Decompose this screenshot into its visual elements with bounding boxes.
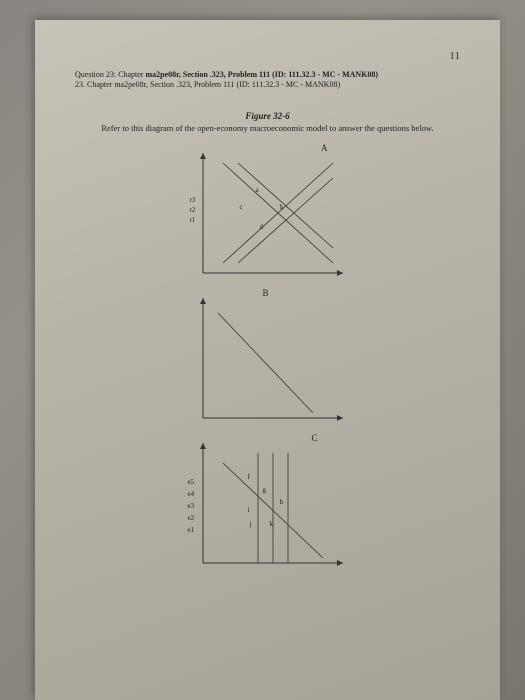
panel-a-label: A (321, 143, 328, 153)
panel-c-e5: e5 (188, 478, 195, 486)
panel-a-svg (188, 148, 348, 278)
figure-caption: Refer to this diagram of the open-econom… (75, 123, 460, 133)
panel-c-pt-f: f (248, 473, 250, 481)
page-number: 11 (75, 50, 460, 62)
panel-c-e3: e3 (188, 502, 195, 510)
header-line1-bold: ma2pe08r, Section .323, Problem 111 (ID:… (145, 70, 378, 79)
panel-c-e4: e4 (188, 490, 195, 498)
panel-c-label: C (311, 433, 317, 443)
panel-c-pt-h: h (280, 498, 284, 506)
panel-a-pt-b: b (280, 203, 284, 211)
figure-title: Figure 32-6 (75, 111, 460, 121)
panel-a-r2: r2 (190, 206, 196, 214)
panel-b-label: B (263, 288, 269, 298)
panel-a-pt-a: a (256, 186, 259, 194)
panel-c-e1: e1 (188, 526, 195, 534)
panel-c-e2: e2 (188, 514, 195, 522)
charts-container: A r3 r2 r1 a b c d (75, 148, 460, 568)
panel-c-pt-j: j (250, 520, 252, 528)
panel-a-pt-c: c (240, 203, 243, 211)
page: 11 Question 23: Chapter ma2pe08r, Sectio… (35, 20, 500, 700)
panel-b: B (188, 293, 348, 423)
panel-a-r1: r1 (190, 216, 196, 224)
panel-c: C e5 e4 e3 e2 e1 f g h i j k (188, 438, 348, 568)
panel-a-pt-d: d (260, 223, 264, 231)
question-header: Question 23: Chapter ma2pe08r, Section .… (75, 70, 460, 91)
panel-c-pt-i: i (248, 506, 250, 514)
panel-c-pt-g: g (263, 486, 267, 494)
panel-c-svg (188, 438, 348, 568)
panel-b-svg (188, 293, 348, 423)
panel-c-pt-k: k (270, 520, 274, 528)
header-line2: 23. Chapter ma2pe08r, Section .323, Prob… (75, 80, 340, 89)
panel-a: A r3 r2 r1 a b c d (188, 148, 348, 278)
header-line1-prefix: Question 23: Chapter (75, 70, 145, 79)
panel-a-r3: r3 (190, 196, 196, 204)
